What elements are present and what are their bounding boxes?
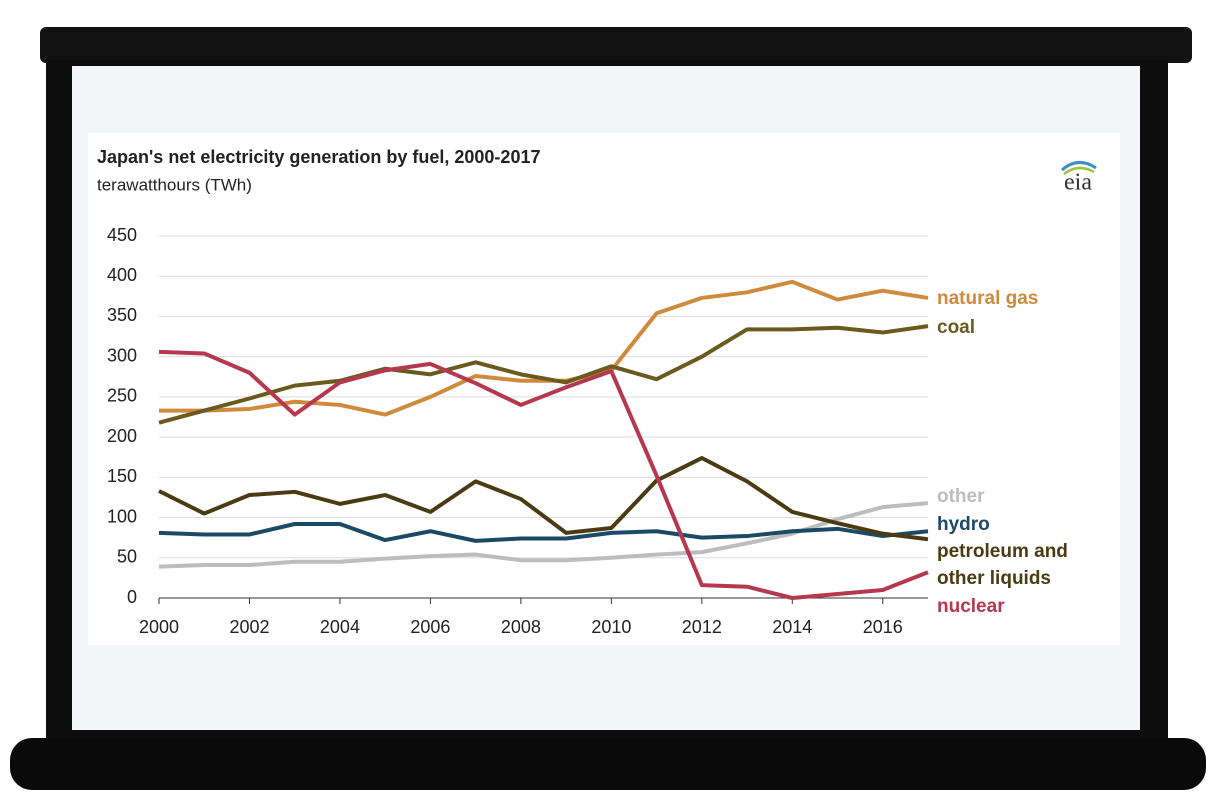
top-bar xyxy=(40,27,1192,63)
x-tick-label: 2010 xyxy=(591,617,631,637)
chart-title: Japan's net electricity generation by fu… xyxy=(97,147,540,167)
y-tick-label: 400 xyxy=(107,265,137,285)
y-tick-label: 300 xyxy=(107,345,137,365)
x-tick-label: 2012 xyxy=(682,617,722,637)
y-tick-label: 0 xyxy=(127,587,137,607)
y-tick-label: 350 xyxy=(107,305,137,325)
y-tick-label: 200 xyxy=(107,426,137,446)
series-label: hydro xyxy=(937,514,990,535)
series-label: coal xyxy=(937,317,976,338)
x-tick-label: 2008 xyxy=(501,617,541,637)
x-tick-label: 2014 xyxy=(772,617,812,637)
roller xyxy=(10,738,1206,790)
series-line xyxy=(158,521,929,543)
chart-subtitle: terawatthours (TWh) xyxy=(97,175,252,194)
series-label: nuclear xyxy=(937,596,1005,617)
series-label: petroleum and other liquids xyxy=(937,541,1068,589)
x-tick-label: 2004 xyxy=(320,617,360,637)
x-tick-label: 2016 xyxy=(863,617,903,637)
series-line xyxy=(158,349,929,600)
logo-arc xyxy=(1063,166,1095,176)
y-tick-label: 50 xyxy=(117,547,137,567)
x-tick-label: 2006 xyxy=(410,617,450,637)
y-tick-label: 250 xyxy=(107,386,137,406)
y-tick-label: 150 xyxy=(107,466,137,486)
x-tick-label: 2002 xyxy=(229,617,269,637)
series-label: natural gas xyxy=(937,288,1039,309)
series-line xyxy=(158,456,929,542)
x-tick-label: 2000 xyxy=(139,617,179,637)
series-label: other xyxy=(937,486,985,507)
y-tick-label: 450 xyxy=(107,225,137,245)
series-line xyxy=(158,324,929,425)
logo-arc xyxy=(1061,161,1097,172)
logo: eia xyxy=(1064,170,1092,196)
series-line xyxy=(159,279,929,417)
y-tick-label: 100 xyxy=(107,506,137,526)
